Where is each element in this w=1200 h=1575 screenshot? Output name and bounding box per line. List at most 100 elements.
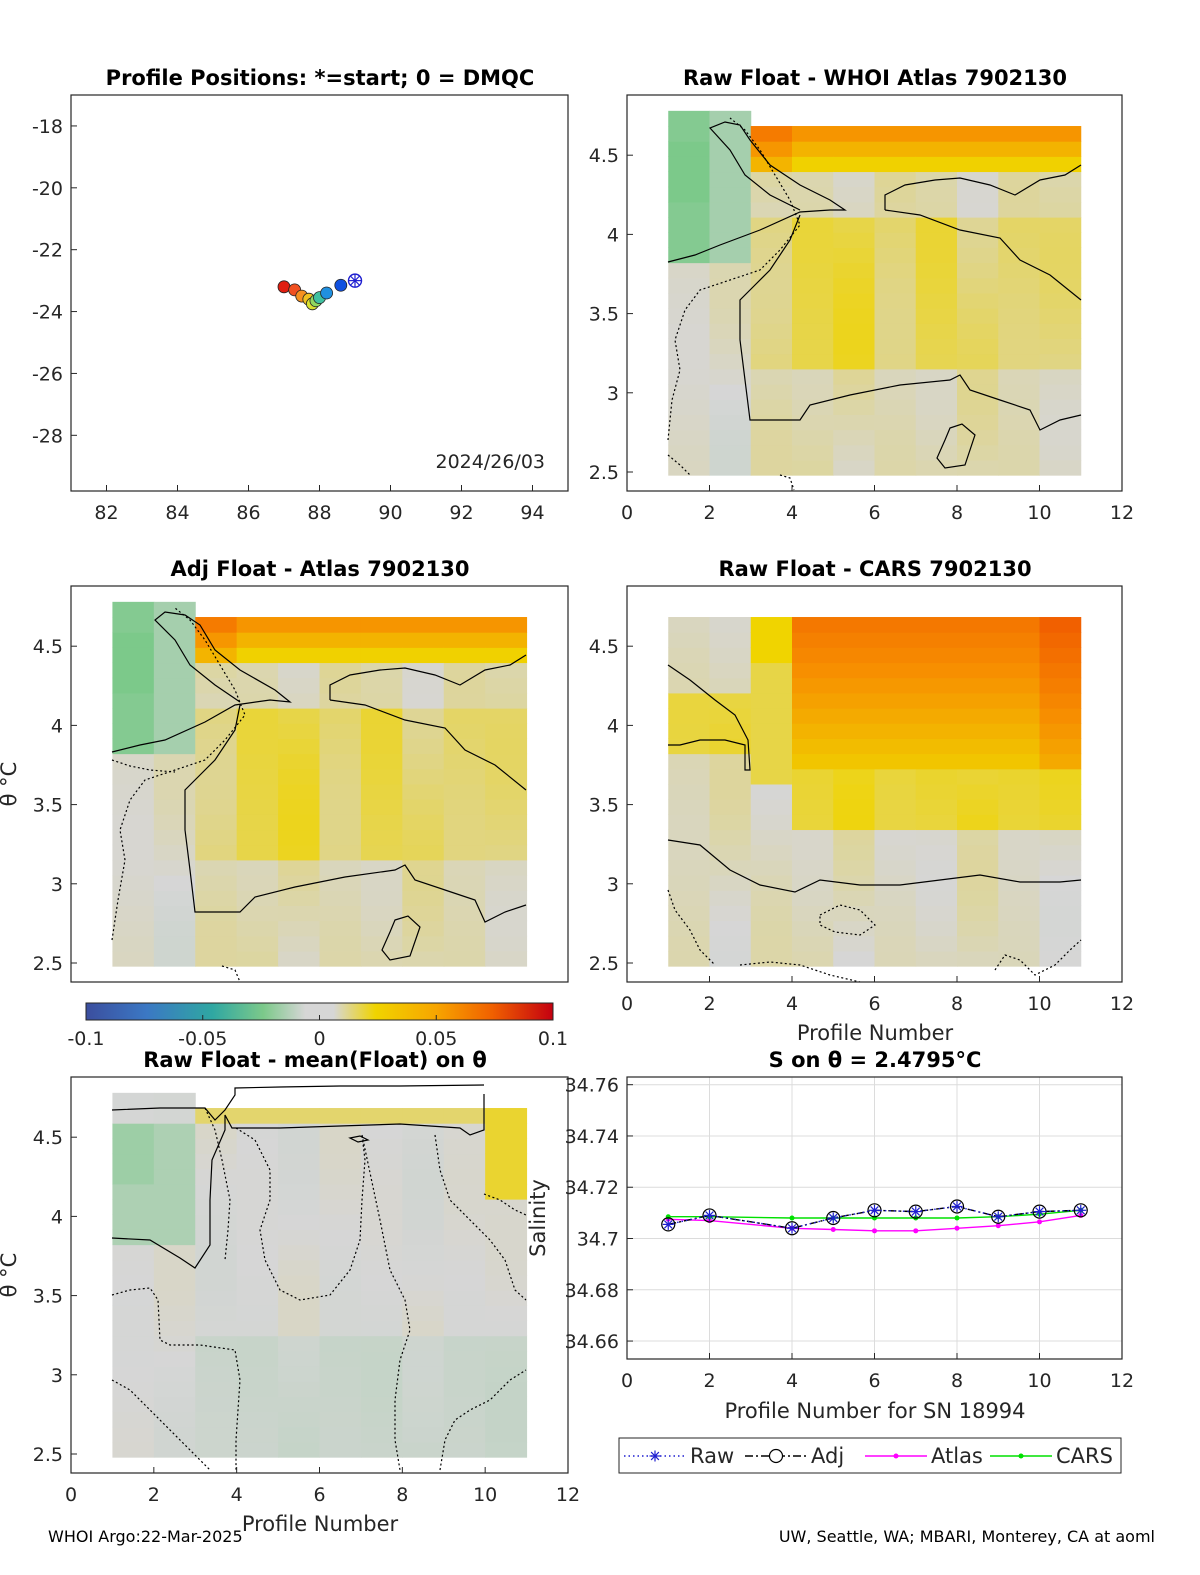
heatmap-cell [833,814,875,831]
heatmap-cell [236,1123,279,1139]
heatmap-cell [915,875,958,891]
heatmap-cell [957,217,999,233]
heatmap-cell [709,692,752,709]
heatmap-cell [833,859,875,876]
heatmap-cell [360,935,403,952]
heatmap-cell [833,632,875,648]
heatmap-cell [998,875,1040,891]
heatmap-cell [833,647,875,664]
heatmap-cell [153,1305,196,1322]
heatmap-cell [833,217,875,233]
heatmap-cell [195,1108,238,1124]
heatmap-cell [833,677,875,694]
heatmap-cell [998,262,1040,279]
heatmap-cell [485,617,528,633]
heatmap-cell [485,829,528,846]
heatmap-cell [957,905,999,922]
heatmap-cell [402,1168,445,1185]
heatmap-cell [750,262,793,279]
heatmap-cell [998,171,1040,188]
heatmap-cell [957,186,999,203]
heatmap-cell [195,905,238,922]
heatmap-cell [319,1153,362,1170]
heatmap-cell [112,647,155,664]
heatmap-cell [195,784,238,800]
series-line-cars [668,1209,1081,1219]
heatmap-cell [668,171,710,188]
heatmap-cell [874,141,917,157]
heatmap-cell [112,920,155,937]
heatmap-cell [1039,875,1082,891]
heatmap-cell [278,1381,320,1397]
raw-mean-ticks: 0 2 4 6 8 10 12 2.5 3 3.5 4 4.5 [33,1127,580,1506]
salinity-title: S on θ = 2.4795°C [769,1048,982,1072]
heatmap-cell [833,768,875,785]
heatmap-cell [360,1350,403,1367]
heatmap-cell [874,814,917,831]
heatmap-cell [195,1168,238,1185]
heatmap-cell [360,1214,403,1230]
heatmap-cell [443,799,486,815]
heatmap-cell [998,753,1040,770]
heatmap-cell [360,1153,403,1170]
heatmap-cell [833,247,875,264]
positions-track [277,273,363,311]
heatmap-cell [278,844,320,861]
heatmap-cell [319,617,362,633]
heatmap-cell [750,429,793,446]
heatmap-cell [443,1426,486,1443]
heatmap-cell [874,738,917,755]
y-tick-label: 3.5 [33,795,63,817]
heatmap-cell [1039,201,1082,218]
y-tick-label: 3 [51,1365,63,1387]
heatmap-cell [360,1168,403,1185]
legend-label-raw: Raw [690,1444,734,1468]
heatmap-cell [112,1396,155,1413]
heatmap-cell [112,814,155,831]
heatmap-cell [278,662,320,679]
heatmap-cell [750,844,793,861]
heatmap-cell [792,677,834,694]
heatmap-cell [668,141,710,157]
heatmap-cell [957,677,999,694]
heatmap-cell [153,1092,196,1109]
heatmap-cell [833,890,875,906]
heatmap-cell [709,859,752,876]
heatmap-cell [402,1259,445,1276]
heatmap-cell [1039,677,1082,694]
heatmap-cell [319,1290,362,1306]
heatmap-cell [402,1123,445,1139]
heatmap-cell [833,384,875,400]
heatmap-cell [709,141,752,157]
heatmap-cell [485,1123,528,1139]
salinity-ticks: 0 2 4 6 8 10 12 34.66 34.68 34.7 34.72 34.74 34.76 [565,1075,1135,1392]
heatmap-cell [998,186,1040,203]
heatmap-cell [153,601,196,618]
heatmap-cell [319,1335,362,1352]
raw-atlas-panel: Raw Float - WHOI Atlas 7902130 0 2 4 6 8 10 12… [589,66,1134,524]
series-point-atlas [995,1223,1001,1229]
heatmap-cell [402,1275,445,1291]
heatmap-cell [750,632,793,648]
heatmap-cell [402,1214,445,1230]
heatmap-cell [1039,262,1082,279]
x-tick-label: 8 [951,993,963,1015]
heatmap-cell [833,156,875,173]
heatmap-cell [792,799,834,815]
heatmap-cell [874,186,917,203]
heatmap-cell [319,723,362,739]
heatmap-cell [709,338,752,355]
heatmap-cell [668,662,710,679]
heatmap-cell [278,905,320,922]
heatmap-cell [792,384,834,400]
adj-atlas-title: Adj Float - Atlas 7902130 [170,557,469,581]
heatmap-cell [443,1305,486,1322]
heatmap-cell [915,444,958,461]
heatmap-cell [833,662,875,679]
heatmap-cell [833,829,875,846]
heatmap-cell [485,844,528,861]
heatmap-cell [709,186,752,203]
heatmap-cell [195,1138,238,1155]
heatmap-cell [402,1396,445,1413]
heatmap-cell [278,1138,320,1155]
